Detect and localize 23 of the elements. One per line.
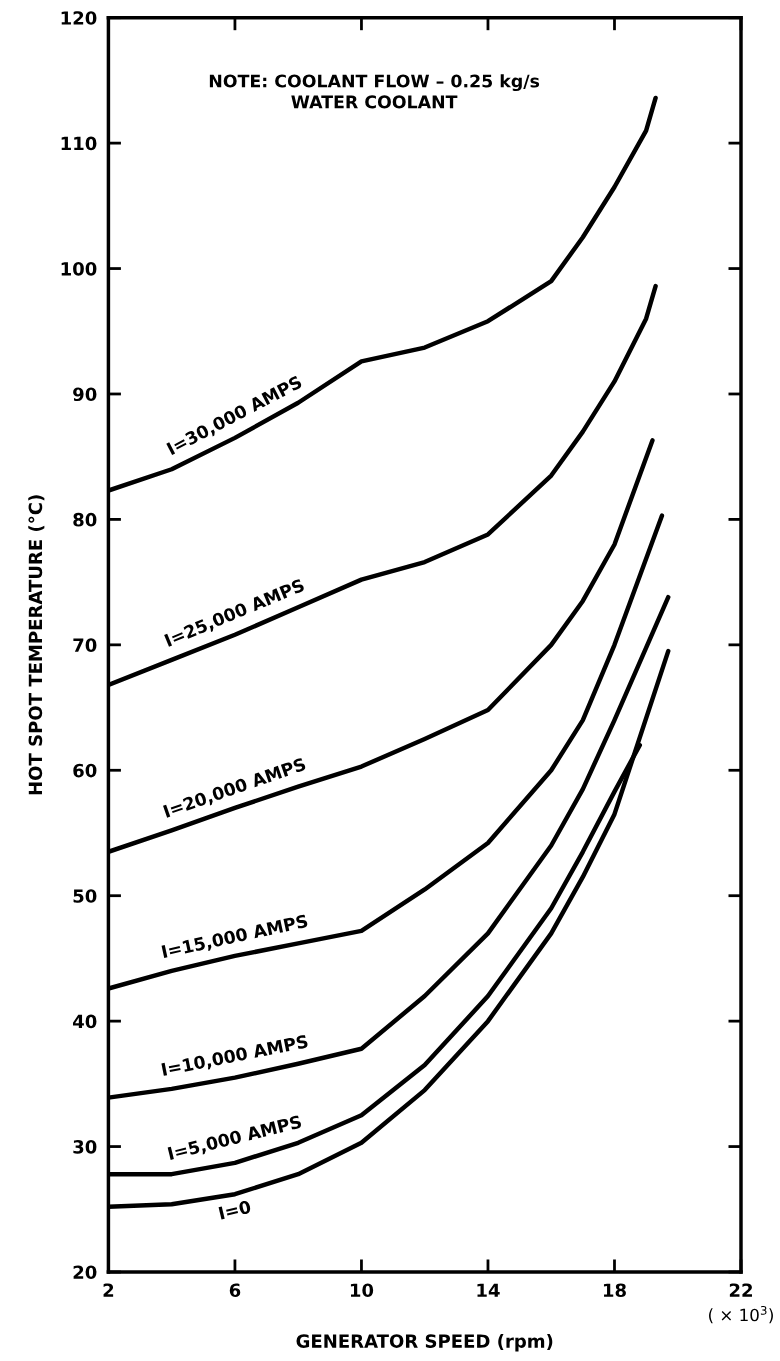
y-tick-label: 30 [73,1140,97,1154]
y-axis-title: HOT SPOT TEMPERATURE (°C) [28,495,45,795]
text: I=0 [218,1199,252,1220]
y-tick-label: 100 [61,262,97,276]
y-tick-label: 20 [73,1265,97,1280]
x-axis-title: GENERATOR SPEED (rpm) [296,1333,553,1352]
text: ( × 10$^{3}$) [709,1305,773,1324]
annotation: NOTE: COOLANT FLOW – 0.25 kg/s WATER COOLANT [209,74,540,109]
x-tick-label: 10 [350,1283,374,1298]
x-tick-label: 22 [729,1283,752,1297]
y-tick-label: 120 [61,11,97,25]
y-tick-label: 80 [73,512,97,527]
x-tick-label: 18 [603,1283,626,1298]
x-tick-label: 2 [103,1283,114,1297]
text: I=10,000 AMPS [161,1034,309,1079]
x-tick-label: 6 [229,1283,241,1298]
y-tick-label: 70 [73,638,97,652]
y-tick-label: 90 [73,387,97,402]
x-tick-label: 14 [477,1283,500,1297]
y-tick-label: 50 [73,889,97,903]
y-tick-label: 110 [61,136,97,151]
y-tick-label: 40 [73,1014,97,1029]
y-tick-label: 60 [73,763,97,778]
